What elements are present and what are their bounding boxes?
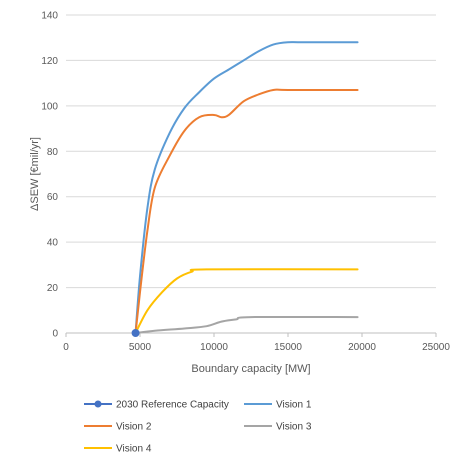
y-axis-title: ΔSEW [€mil/yr] — [29, 137, 41, 211]
x-tick-label: 25000 — [422, 342, 450, 353]
y-tick-label: 120 — [41, 56, 58, 67]
series-line-vision-3 — [134, 315, 359, 334]
y-tick-label: 40 — [47, 238, 59, 249]
x-tick-label: 10000 — [200, 342, 228, 353]
reference-capacity-marker — [131, 329, 140, 337]
y-tick-label: 100 — [41, 101, 58, 112]
x-tick-label: 5000 — [129, 342, 152, 353]
x-axis-title: Boundary capacity [MW] — [191, 363, 310, 375]
grid — [66, 14, 436, 289]
legend-swatch-marker — [94, 400, 102, 408]
series-line-vision-4 — [134, 268, 359, 334]
legend-label: 2030 Reference Capacity — [116, 400, 229, 411]
x-tick-label: 15000 — [274, 342, 302, 353]
y-tick-label: 0 — [52, 329, 58, 340]
legend-label: Vision 3 — [276, 422, 312, 433]
y-tick-label: 140 — [41, 11, 58, 22]
x-tick-label: 0 — [63, 342, 69, 353]
series-line-vision-2 — [134, 88, 359, 334]
series-line-vision-1 — [134, 41, 359, 334]
y-tick-label: 60 — [47, 192, 59, 203]
x-tick-label: 20000 — [348, 342, 376, 353]
legend-label: Vision 1 — [276, 400, 312, 411]
legend-item: Vision 2 — [84, 422, 152, 433]
legend-item: 2030 Reference Capacity — [84, 400, 229, 411]
legend-item: Vision 3 — [244, 422, 312, 433]
legend-label: Vision 4 — [116, 444, 152, 455]
y-tick-label: 20 — [47, 283, 59, 294]
legend-label: Vision 2 — [116, 422, 152, 433]
legend: 2030 Reference Capacity Vision 1 Vision 2 V… — [84, 400, 312, 455]
legend-item: Vision 1 — [244, 400, 312, 411]
y-tick-label: 80 — [47, 147, 59, 158]
tick-labels: 0 20 40 60 80 100 120 140 0 5000 10000 15000 20000 25… — [41, 11, 450, 354]
series-area — [131, 41, 359, 337]
axes — [65, 332, 437, 337]
legend-item: Vision 4 — [84, 444, 152, 455]
